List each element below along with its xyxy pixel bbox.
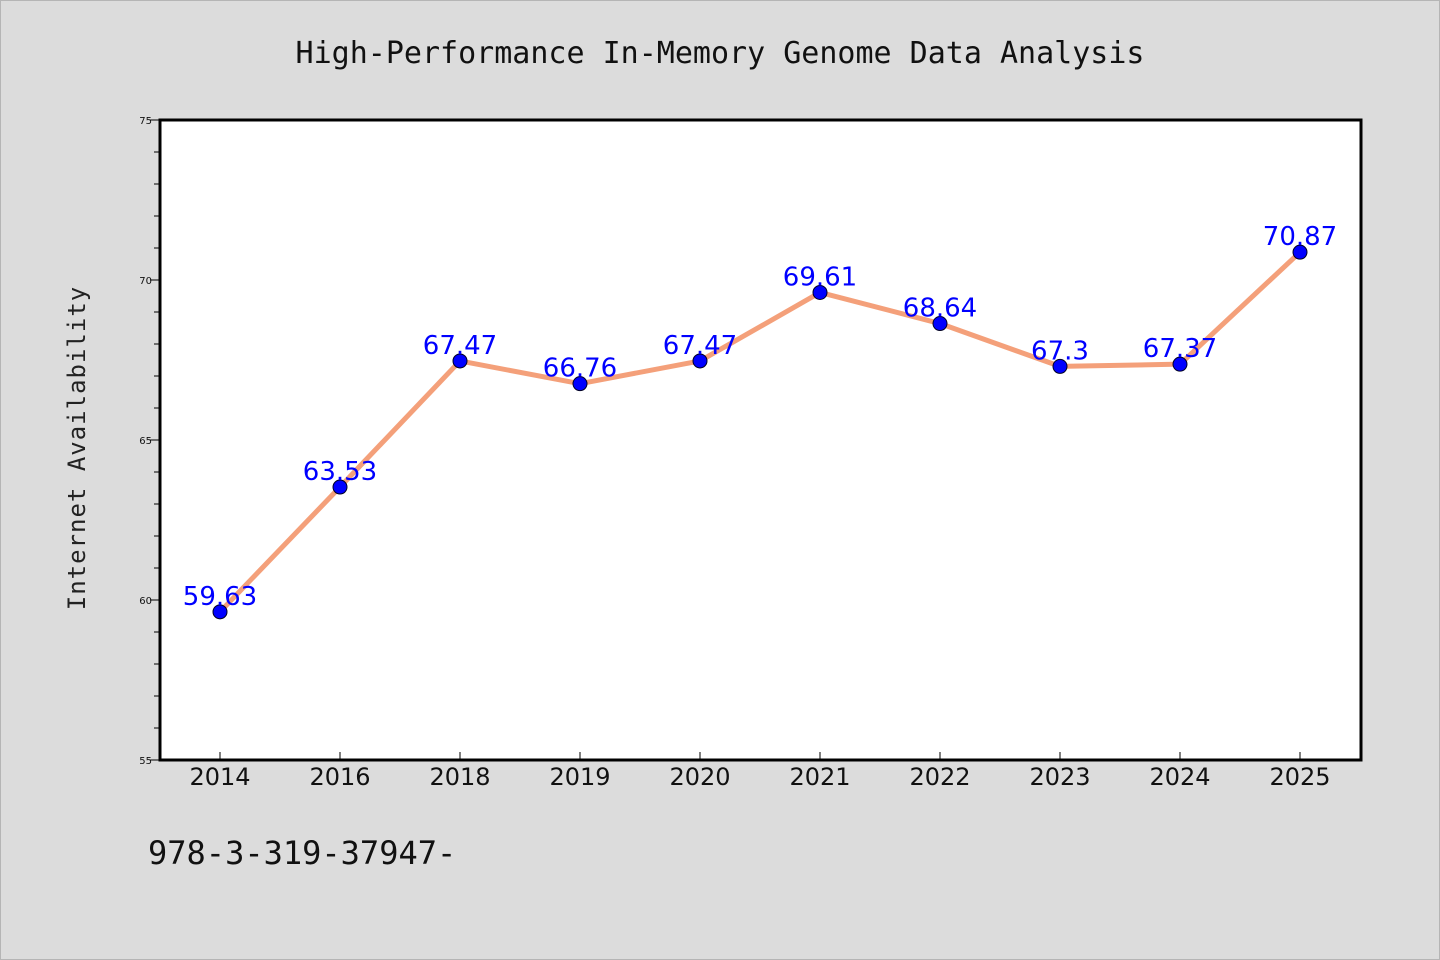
data-label: 70.87 xyxy=(1263,222,1337,252)
x-tick-label: 2016 xyxy=(309,763,370,791)
y-tick-label: 55 xyxy=(139,756,152,767)
data-point xyxy=(212,604,228,620)
data-point xyxy=(1172,356,1188,372)
data-point xyxy=(812,284,828,300)
y-axis-label: Internet Availability xyxy=(63,286,91,610)
data-label: 67.37 xyxy=(1143,334,1217,364)
x-tick-label: 2021 xyxy=(789,763,850,791)
data-label: 68.64 xyxy=(903,294,977,324)
data-point xyxy=(932,316,948,332)
data-point xyxy=(332,479,348,495)
chart-title: High-Performance In-Memory Genome Data A… xyxy=(296,36,1145,71)
x-tick-label: 2022 xyxy=(909,763,970,791)
data-label: 67.47 xyxy=(423,331,497,361)
data-label: 66.76 xyxy=(543,354,617,384)
series-line xyxy=(217,249,1303,615)
data-label: 69.61 xyxy=(783,262,857,292)
data-label: 67.47 xyxy=(663,331,737,361)
x-tick-label: 2020 xyxy=(669,763,730,791)
x-tick-label: 2014 xyxy=(189,763,250,791)
data-point xyxy=(1052,358,1068,374)
x-tick-label: 2024 xyxy=(1149,763,1210,791)
x-tick-label: 2018 xyxy=(429,763,490,791)
data-labels: 59.63 63.53 67.47 66.76 67.47 69.61 68.64 67.3 6… xyxy=(183,222,1337,612)
x-tick-label: 2019 xyxy=(549,763,610,791)
data-label: 59.63 xyxy=(183,582,257,612)
x-axis: 2014 2016 2018 2019 2020 2021 2022 2023 2024 2025 xyxy=(189,752,1331,791)
x-tick-label: 2023 xyxy=(1029,763,1090,791)
data-point xyxy=(692,353,708,369)
y-tick-label: 60 xyxy=(139,596,152,607)
data-label: 67.3 xyxy=(1031,336,1089,366)
data-point xyxy=(572,376,588,392)
footnote-text: 978-3-319-37947- xyxy=(148,834,456,872)
data-point xyxy=(1292,244,1308,260)
y-axis: 55 60 65 70 75 xyxy=(139,116,160,767)
data-label: 63.53 xyxy=(303,457,377,487)
data-markers xyxy=(212,244,1308,620)
plot-area xyxy=(158,118,1363,762)
data-point xyxy=(452,353,468,369)
x-tick-label: 2025 xyxy=(1269,763,1330,791)
y-tick-label: 65 xyxy=(139,436,152,447)
y-tick-label: 75 xyxy=(139,116,152,127)
y-tick-label: 70 xyxy=(139,276,152,287)
